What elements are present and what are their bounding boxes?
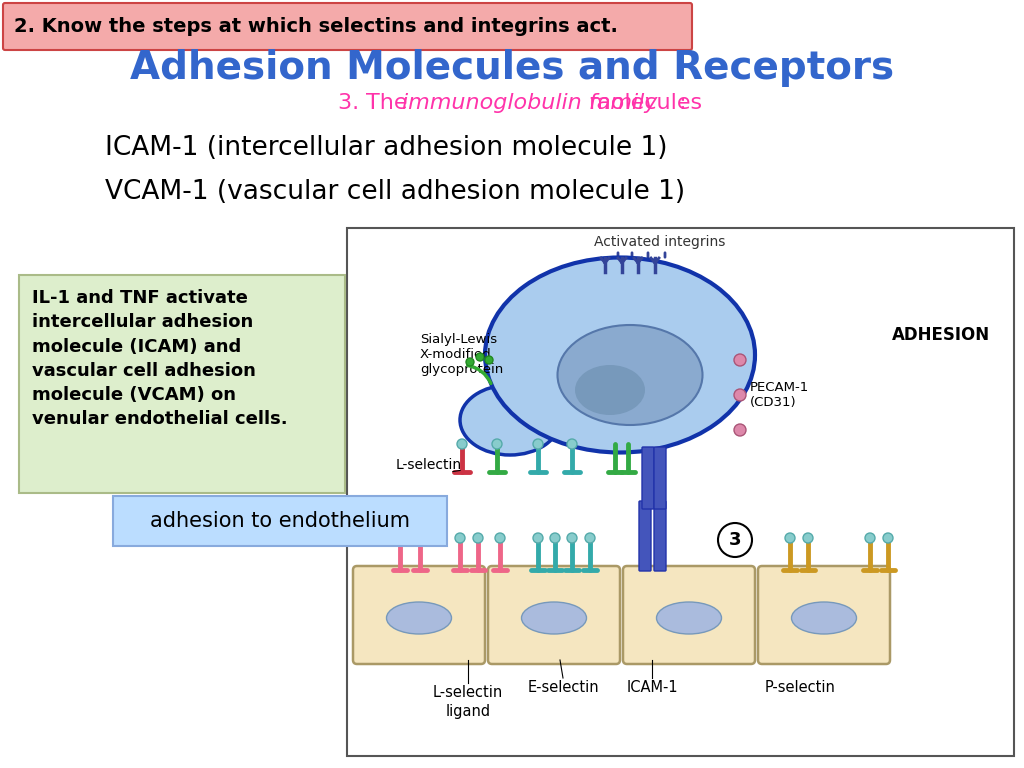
FancyBboxPatch shape (654, 447, 666, 509)
Circle shape (476, 353, 484, 361)
Text: immunoglobulin family: immunoglobulin family (401, 93, 656, 113)
Circle shape (883, 533, 893, 543)
Circle shape (567, 533, 577, 543)
Circle shape (395, 533, 406, 543)
Text: IL-1 and TNF activate
intercellular adhesion
molecule (ICAM) and
vascular cell a: IL-1 and TNF activate intercellular adhe… (32, 289, 288, 429)
Text: PECAM-1
(CD31): PECAM-1 (CD31) (750, 381, 809, 409)
Text: molecules: molecules (582, 93, 701, 113)
Text: 3.: 3. (338, 93, 366, 113)
Circle shape (785, 533, 795, 543)
Circle shape (466, 358, 474, 366)
Text: ADHESION: ADHESION (892, 326, 990, 344)
Ellipse shape (792, 602, 856, 634)
FancyBboxPatch shape (654, 501, 666, 571)
FancyBboxPatch shape (113, 496, 447, 546)
FancyBboxPatch shape (347, 228, 1014, 756)
Text: ICAM-1: ICAM-1 (627, 680, 678, 695)
Circle shape (495, 533, 505, 543)
Circle shape (415, 533, 425, 543)
Text: Activated integrins: Activated integrins (594, 235, 726, 249)
Circle shape (492, 439, 502, 449)
Text: Adhesion Molecules and Receptors: Adhesion Molecules and Receptors (130, 49, 894, 87)
Text: ICAM-1 (intercellular adhesion molecule 1): ICAM-1 (intercellular adhesion molecule … (105, 135, 668, 161)
FancyBboxPatch shape (642, 447, 654, 509)
Circle shape (803, 533, 813, 543)
Text: The: The (366, 93, 414, 113)
Ellipse shape (521, 602, 587, 634)
Text: VCAM-1 (vascular cell adhesion molecule 1): VCAM-1 (vascular cell adhesion molecule … (105, 179, 685, 205)
FancyBboxPatch shape (623, 566, 755, 664)
Text: E-selectin: E-selectin (527, 680, 599, 695)
Text: L-selectin: L-selectin (396, 458, 462, 472)
Circle shape (485, 356, 493, 364)
Text: :: : (672, 93, 686, 113)
Text: 3: 3 (729, 531, 741, 549)
Text: adhesion to endothelium: adhesion to endothelium (150, 511, 410, 531)
Circle shape (734, 389, 746, 401)
Text: 2. Know the steps at which selectins and integrins act.: 2. Know the steps at which selectins and… (14, 18, 617, 37)
Ellipse shape (460, 385, 560, 455)
Circle shape (734, 424, 746, 436)
FancyBboxPatch shape (639, 501, 651, 571)
Text: P-selectin: P-selectin (765, 680, 836, 695)
Circle shape (534, 439, 543, 449)
FancyBboxPatch shape (353, 566, 485, 664)
FancyBboxPatch shape (488, 566, 620, 664)
Ellipse shape (575, 365, 645, 415)
Circle shape (865, 533, 874, 543)
Circle shape (534, 533, 543, 543)
Circle shape (473, 533, 483, 543)
Text: L-selectin
ligand: L-selectin ligand (433, 685, 503, 719)
Ellipse shape (485, 257, 755, 452)
Ellipse shape (386, 602, 452, 634)
Ellipse shape (557, 325, 702, 425)
Ellipse shape (656, 602, 722, 634)
Circle shape (585, 533, 595, 543)
FancyBboxPatch shape (3, 3, 692, 50)
Circle shape (718, 523, 752, 557)
Text: Sialyl-Lewis
X-modified
glycoprotein: Sialyl-Lewis X-modified glycoprotein (420, 333, 503, 376)
Circle shape (734, 354, 746, 366)
Circle shape (550, 533, 560, 543)
Circle shape (455, 533, 465, 543)
Circle shape (457, 439, 467, 449)
FancyBboxPatch shape (758, 566, 890, 664)
FancyBboxPatch shape (19, 275, 345, 493)
Circle shape (567, 439, 577, 449)
